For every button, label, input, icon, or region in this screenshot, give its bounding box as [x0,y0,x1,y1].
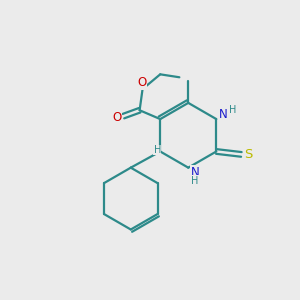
Text: H: H [229,105,236,115]
Text: O: O [137,76,147,89]
Text: N: N [190,166,199,178]
Text: H: H [191,176,198,186]
Text: N: N [218,108,227,121]
Text: H: H [154,145,161,155]
Text: S: S [244,148,252,161]
Text: O: O [112,111,122,124]
